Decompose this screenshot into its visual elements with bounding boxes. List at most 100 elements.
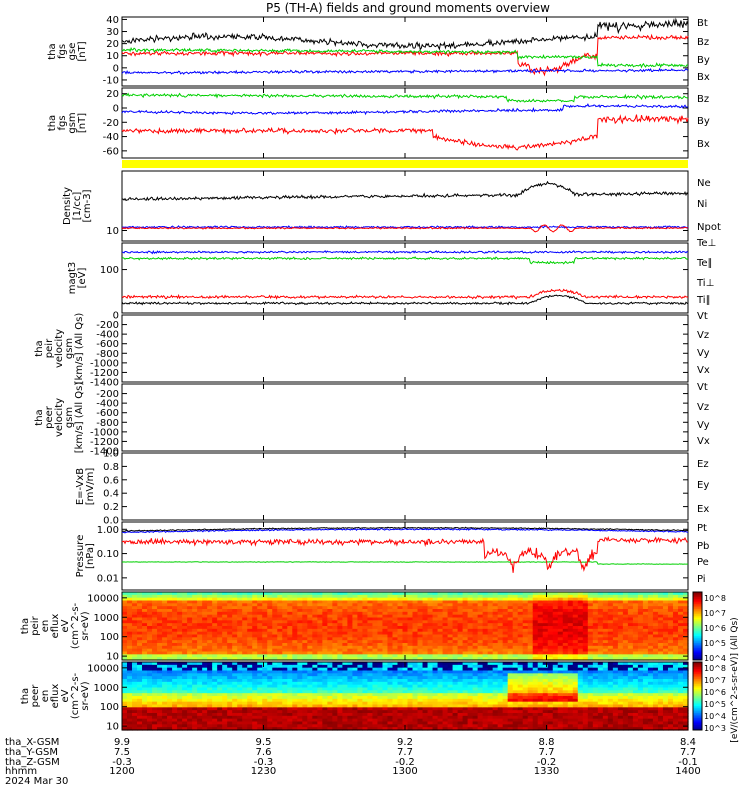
spectrogram-cell: [477, 628, 484, 633]
spectrogram-cell: [607, 640, 614, 644]
spectrogram-cell: [122, 721, 128, 725]
spectrogram-cell: [597, 600, 604, 604]
spectrogram-cell: [457, 676, 464, 680]
spectrogram-cell: [202, 651, 208, 655]
spectrogram-cell: [247, 654, 253, 658]
spectrogram-cell: [427, 701, 434, 706]
spectrogram-cell: [477, 679, 484, 683]
spectrogram-cell: [187, 609, 193, 613]
spectrogram-cell: [597, 637, 604, 641]
spectrogram-cell: [182, 620, 188, 624]
spectrogram-cell: [412, 673, 419, 677]
spectrogram-cell: [372, 628, 379, 633]
spectrogram-cell: [502, 662, 509, 666]
spectrogram-cell: [327, 690, 333, 694]
spectrogram-cell: [592, 634, 599, 638]
spectrogram-cell: [472, 704, 479, 708]
spectrogram-cell: [382, 643, 389, 647]
spectrogram-cell: [182, 600, 188, 604]
spectrogram-cell: [487, 645, 494, 650]
spectrogram-cell: [247, 687, 253, 691]
spectrogram-cell: [307, 664, 313, 669]
spectrogram-cell: [277, 718, 283, 723]
spectrogram-cell: [327, 713, 333, 717]
spectrogram-cell: [277, 679, 283, 683]
spectrogram-cell: [252, 696, 258, 700]
spectrogram-cell: [202, 727, 208, 731]
spectrogram-cell: [442, 704, 449, 708]
spectrogram-cell: [452, 640, 459, 644]
spectrogram-cell: [212, 667, 218, 672]
spectrogram-cell: [467, 681, 474, 686]
spectrogram-cell: [132, 681, 138, 686]
spectrogram-cell: [312, 606, 318, 610]
spectrogram-cell: [482, 696, 489, 700]
spectrogram-cell: [312, 634, 318, 638]
spectrogram-cell: [242, 637, 248, 641]
spectrogram-cell: [522, 710, 529, 714]
spectrogram-cell: [447, 681, 454, 686]
spectrogram-cell: [137, 718, 143, 723]
spectrogram-cell: [272, 670, 278, 674]
spectrogram-cell: [262, 651, 268, 655]
spectrogram-cell: [582, 623, 589, 627]
spectrogram-cell: [622, 611, 629, 616]
spectrogram-cell: [322, 611, 328, 616]
spectrogram-cell: [392, 634, 399, 638]
spectrogram-cell: [322, 718, 328, 723]
spectrogram-cell: [432, 611, 439, 616]
spectrogram-cell: [292, 654, 298, 658]
spectrogram-cell: [292, 600, 298, 604]
spectrogram-cell: [507, 617, 514, 621]
spectrogram-cell: [457, 684, 464, 689]
spectrogram-cell: [322, 603, 328, 607]
spectrogram-cell: [537, 637, 544, 641]
spectrogram-cell: [612, 606, 619, 610]
spectrogram-cell: [307, 614, 313, 619]
spectrogram-cell: [557, 592, 564, 596]
spectrogram-cell: [277, 684, 283, 689]
spectrogram-cell: [187, 690, 193, 694]
spectrogram-cell: [127, 679, 133, 683]
spectrogram-cell: [342, 724, 348, 728]
spectrogram-cell: [482, 645, 489, 650]
spectrogram-cell: [367, 710, 374, 714]
spectrogram-cell: [307, 594, 313, 599]
y-tick-label: 100: [100, 265, 119, 276]
spectrogram-cell: [297, 715, 303, 720]
spectrogram-cell: [142, 597, 148, 602]
spectrogram-cell: [407, 657, 414, 661]
spectrogram-cell: [242, 698, 248, 703]
spectrogram-cell: [667, 651, 674, 655]
spectrogram-cell: [152, 715, 158, 720]
spectrogram-cell: [542, 623, 549, 627]
spectrogram-cell: [137, 670, 143, 674]
spectrogram-cell: [292, 597, 298, 602]
spectrogram-cell: [457, 696, 464, 700]
spectrogram-cell: [157, 687, 163, 691]
spectrogram-cell: [162, 611, 168, 616]
spectrogram-cell: [347, 667, 354, 672]
spectrogram-cell: [392, 620, 399, 624]
spectrogram-cell: [292, 648, 298, 653]
spectrogram-cell: [257, 693, 263, 697]
spectrogram-cell: [497, 670, 504, 674]
spectrogram-cell: [162, 643, 168, 647]
spectrogram-cell: [342, 597, 348, 602]
spectrogram-cell: [617, 597, 624, 602]
spectrogram-cell: [482, 606, 489, 610]
spectrogram-cell: [422, 651, 429, 655]
spectrogram-cell: [537, 640, 544, 644]
spectrogram-cell: [532, 623, 539, 627]
spectrogram-cell: [357, 704, 364, 708]
spectrogram-cell: [392, 698, 399, 703]
spectrogram-cell: [162, 606, 168, 610]
spectrogram-cell: [432, 684, 439, 689]
spectrogram-cell: [342, 637, 348, 641]
spectrogram-cell: [132, 640, 138, 644]
spectrogram-cell: [542, 617, 549, 621]
spectrogram-cell: [197, 645, 203, 650]
spectrogram-cell: [162, 664, 168, 669]
spectrogram-cell: [267, 597, 273, 602]
